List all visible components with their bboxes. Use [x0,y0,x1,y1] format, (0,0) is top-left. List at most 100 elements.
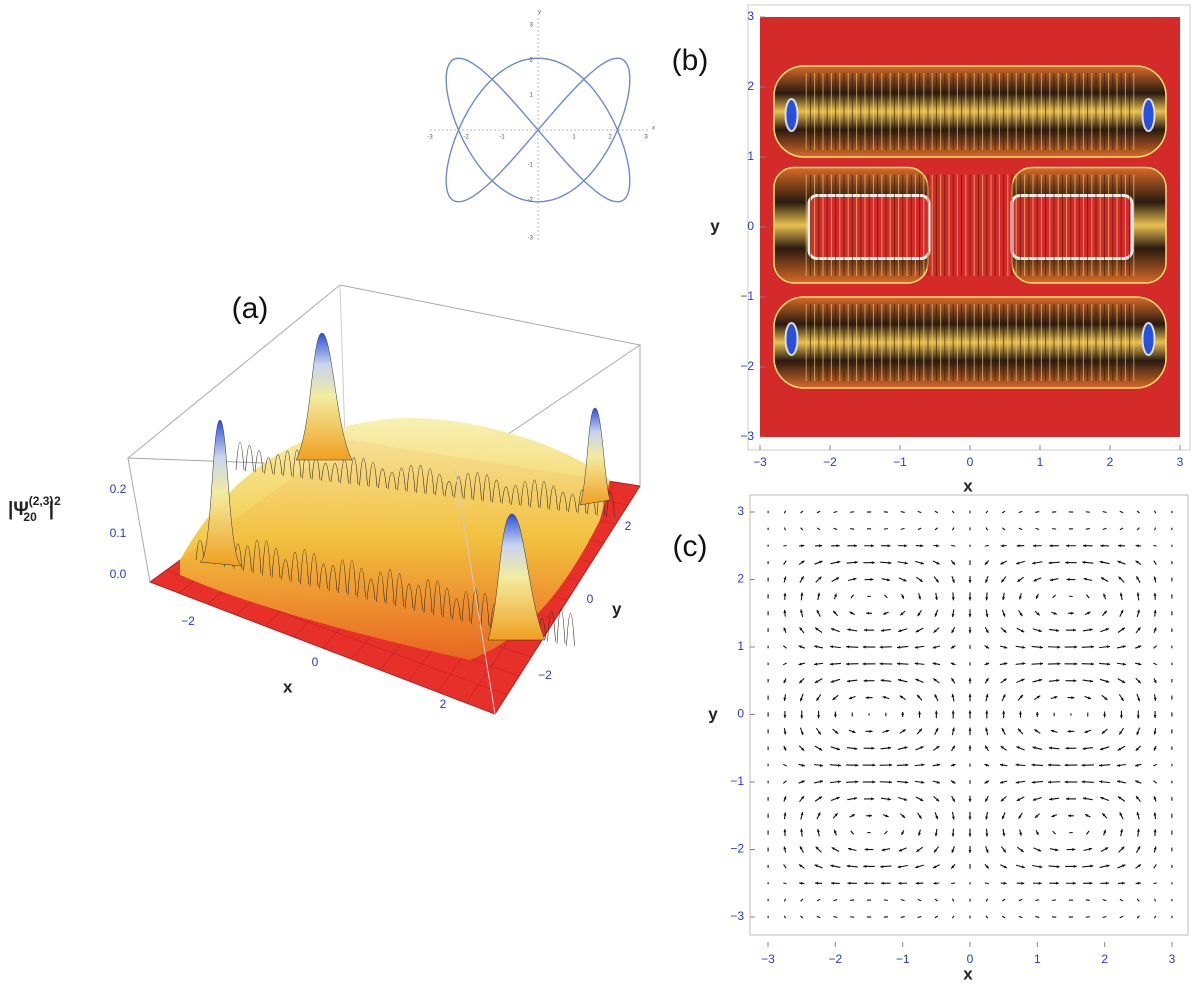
arrow-head [897,678,902,682]
arrow-head [968,727,972,731]
ridge [454,476,463,498]
arrow-head [1072,881,1076,885]
ridge [376,571,385,602]
arrow [1153,645,1158,649]
arrow [783,527,786,531]
arrow-head [1049,544,1053,548]
ridge [433,580,442,616]
ridge [262,540,271,576]
arrow [1102,527,1107,531]
arrow [1018,915,1023,919]
arrow [1085,830,1090,835]
arrow-head [835,577,840,581]
arrow-head [920,544,924,548]
arrow [917,527,922,531]
arrow-head [883,611,887,615]
ridge [309,553,319,587]
arrow-head [1121,846,1125,850]
arrow-head [1049,797,1053,801]
arrow-head [1038,881,1042,885]
arrow-head [1082,797,1087,801]
arrow-head [783,796,787,800]
arrow-head [1065,561,1069,565]
arrow-head [984,763,988,767]
arrow-head [1020,629,1025,633]
arrow [1153,915,1157,919]
arrow-head [984,780,988,784]
z-axis-label: |Ψ(2,3) 20 |2 [8,494,61,524]
arrow-head [1135,560,1139,564]
arrow-head [783,731,787,735]
arrow-head [863,628,868,632]
z-label-part: | [49,499,54,520]
arrow-head [1072,628,1077,632]
arrow-head [1083,577,1087,581]
ridge [566,613,575,646]
panel-label: (a) [232,292,269,325]
arrow-head [1100,577,1105,581]
arrow-head [1054,696,1058,699]
arrow-head [783,829,787,833]
arrow-head [1103,714,1107,718]
arrow [1102,915,1107,919]
arrow-head [847,881,851,885]
arrow-head [951,629,955,634]
arrow-head [819,780,823,784]
x-tick-label: −1 [896,952,910,966]
z-label-part: |Ψ [8,499,29,520]
arrow-head [853,577,857,581]
ridge [366,578,376,600]
arrow [782,645,787,649]
arrow-head [918,596,922,600]
arrow-head [1100,544,1104,548]
arrow-head [865,696,869,700]
arrow-head [1137,609,1140,613]
arrow-head [1136,592,1140,596]
arrow-head [1153,576,1157,580]
arrow-head [1137,697,1140,702]
arrow-head [1038,629,1042,633]
arrow [850,528,855,530]
arrow-head [1056,865,1060,869]
arrow-head [901,595,904,599]
arrow [783,882,787,885]
arrow-head [901,831,905,836]
arrow-head [889,763,893,767]
arrow [1153,763,1158,767]
arrow-head [1121,881,1125,885]
arrow-head [829,662,833,666]
peak [295,332,353,461]
arrow-head [1137,881,1141,885]
arrow-head [1021,865,1025,869]
ridge [235,442,245,471]
arrow-head [985,579,989,583]
arrow-head [1036,612,1040,616]
arrow-head [968,579,972,583]
arrow-head [1106,864,1110,868]
arrow-head [799,846,803,850]
arrow-head [1137,627,1141,631]
arrow-head [904,746,908,750]
arrow-head [1019,612,1023,617]
arrow-head [819,763,824,767]
arrow [1119,898,1124,902]
arrow-head [968,693,972,697]
arrow-head [1067,729,1071,733]
arrow-head [815,881,819,885]
arrow-head [1020,848,1024,852]
arrow [951,527,955,531]
arrow-head [864,881,868,885]
arrow [917,898,922,902]
arrow-head [1057,662,1061,666]
arrow-head [834,829,837,834]
arrow-head [1153,812,1157,816]
arrow-head [1135,747,1139,751]
arrow [783,898,786,902]
arrow-head [851,814,855,818]
arrow-head [1099,747,1104,751]
arrow-head [951,816,955,820]
arrow [951,915,955,919]
arrow-head [888,780,893,784]
arrow-head [1088,847,1092,851]
